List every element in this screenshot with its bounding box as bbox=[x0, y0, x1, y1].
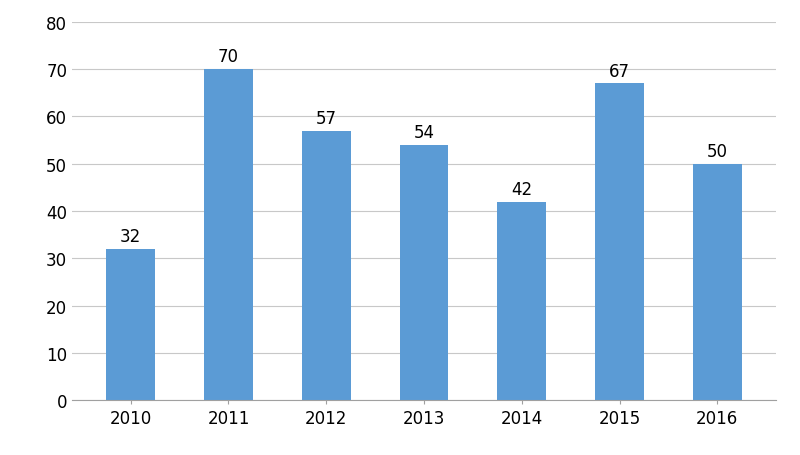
Text: 54: 54 bbox=[414, 124, 434, 142]
Bar bbox=[204, 70, 253, 400]
Text: 67: 67 bbox=[609, 62, 630, 81]
Text: 32: 32 bbox=[120, 228, 142, 246]
Bar bbox=[498, 202, 546, 400]
Text: 57: 57 bbox=[316, 110, 337, 127]
Bar bbox=[693, 164, 742, 400]
Bar bbox=[106, 249, 155, 400]
Bar bbox=[302, 131, 350, 400]
Bar bbox=[595, 84, 644, 400]
Text: 42: 42 bbox=[511, 180, 532, 198]
Bar bbox=[399, 146, 449, 400]
Text: 50: 50 bbox=[707, 142, 728, 161]
Text: 70: 70 bbox=[218, 48, 239, 66]
